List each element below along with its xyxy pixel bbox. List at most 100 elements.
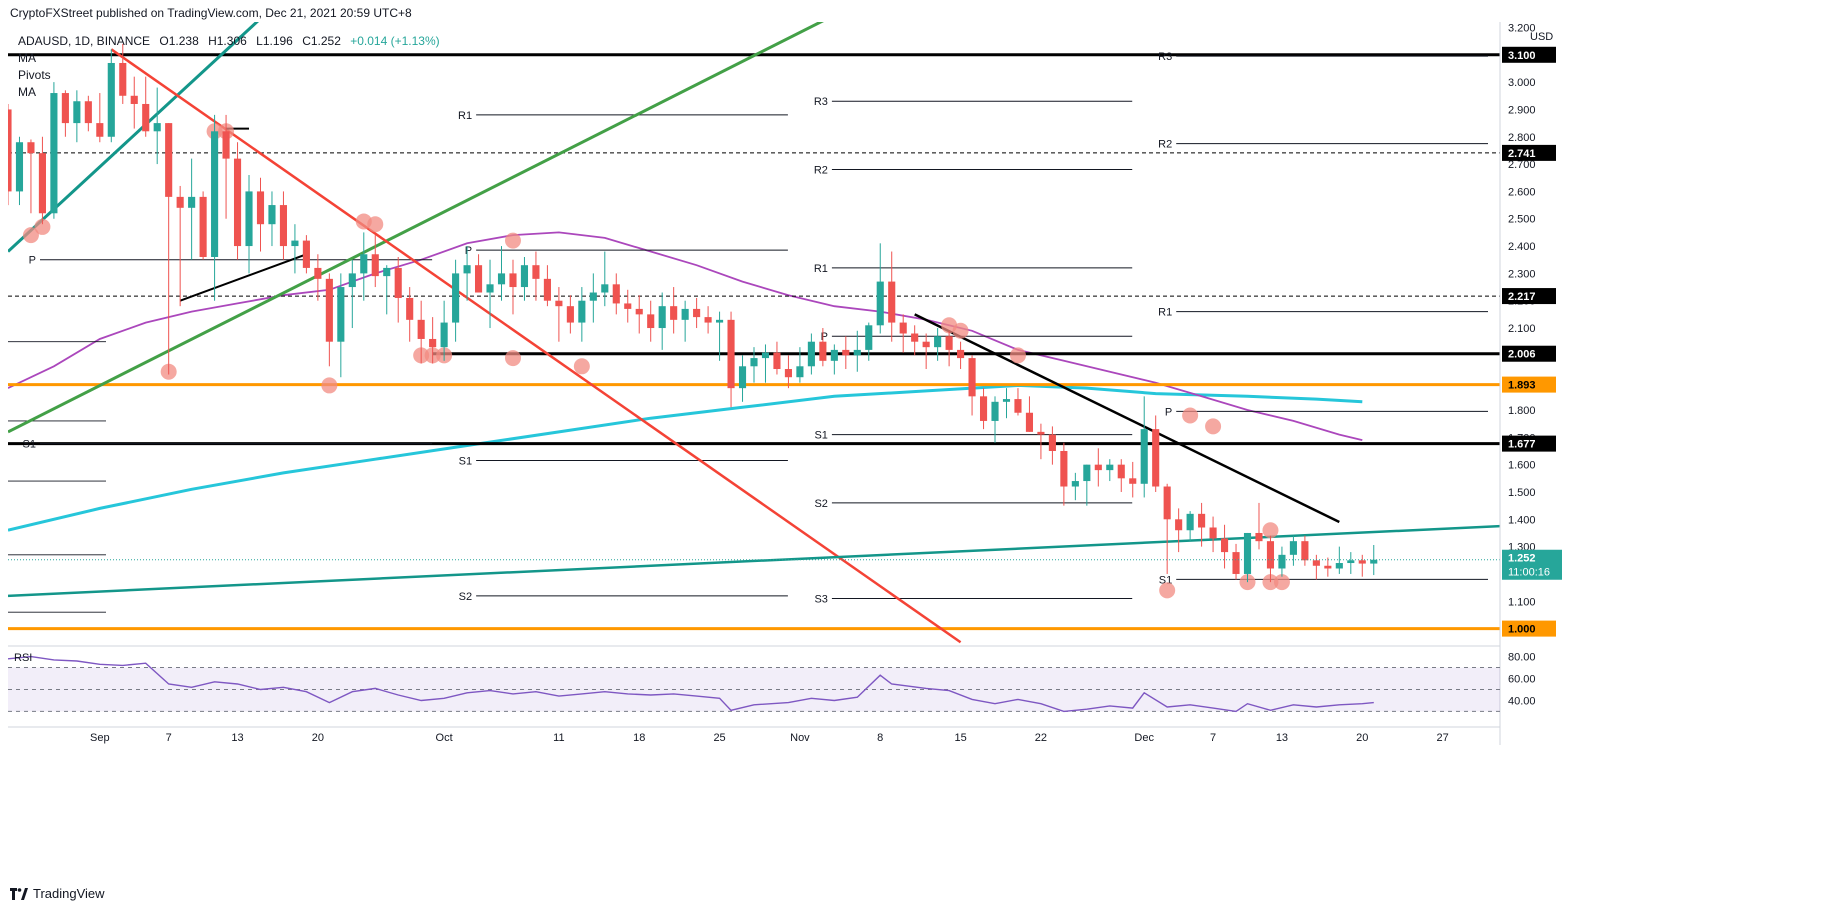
candle bbox=[486, 259, 494, 329]
candle-body bbox=[555, 300, 563, 307]
candle bbox=[337, 273, 345, 378]
candle-body bbox=[188, 196, 196, 208]
price-label-text: 2.217 bbox=[1508, 291, 1536, 303]
pivot-label-R3: R3 bbox=[1158, 51, 1172, 63]
candle-body bbox=[1002, 399, 1011, 402]
candle-body bbox=[1358, 560, 1366, 564]
candle bbox=[727, 311, 735, 408]
symbol-label[interactable]: ADAUSD, 1D, BINANCE bbox=[18, 34, 151, 48]
candle-body bbox=[222, 131, 230, 159]
candle bbox=[1060, 442, 1068, 506]
touch-marker bbox=[1205, 418, 1222, 435]
time-tick-label: 7 bbox=[1210, 732, 1216, 744]
indicator-ma-1[interactable]: MA bbox=[18, 51, 36, 65]
price-label-box bbox=[1502, 435, 1556, 452]
candle-body bbox=[314, 267, 322, 279]
candle-body bbox=[865, 325, 873, 350]
candle-body bbox=[8, 109, 12, 192]
price-tick-label: 1.400 bbox=[1508, 514, 1536, 526]
trendline-4 bbox=[914, 313, 1340, 524]
candle bbox=[865, 322, 873, 361]
candle bbox=[1358, 554, 1366, 577]
pivot-label-R1: R1 bbox=[814, 263, 828, 275]
candle-body bbox=[876, 281, 884, 326]
candle-body bbox=[727, 319, 735, 389]
candle bbox=[635, 295, 643, 334]
candle-body bbox=[291, 240, 299, 247]
candle-body bbox=[842, 349, 850, 356]
candle bbox=[1335, 546, 1343, 574]
candle bbox=[601, 251, 609, 307]
high-value: H1.306 bbox=[208, 34, 247, 48]
candle-body bbox=[337, 287, 345, 342]
candle bbox=[796, 347, 804, 383]
candle-body bbox=[922, 341, 930, 348]
candle bbox=[383, 265, 391, 315]
price-label-box bbox=[1502, 288, 1556, 305]
candle-body bbox=[1198, 513, 1206, 528]
pivot-label-S2: S2 bbox=[459, 591, 472, 603]
candle bbox=[807, 333, 815, 375]
candle-body bbox=[153, 123, 161, 132]
candle bbox=[899, 314, 907, 353]
candle bbox=[612, 273, 620, 315]
current-price-box bbox=[1502, 549, 1562, 580]
close-value: C1.252 bbox=[302, 34, 341, 48]
touch-marker bbox=[1262, 522, 1279, 539]
candle-body bbox=[394, 267, 402, 298]
candle bbox=[50, 82, 58, 219]
candle bbox=[1243, 532, 1252, 583]
touch-marker bbox=[1273, 574, 1290, 591]
candle-body bbox=[1140, 429, 1148, 484]
indicator-pivots[interactable]: Pivots bbox=[18, 68, 51, 82]
candle bbox=[1209, 516, 1217, 553]
trendline-5 bbox=[179, 253, 307, 302]
candle bbox=[119, 43, 127, 104]
candle-body bbox=[61, 93, 69, 124]
candle-body bbox=[979, 396, 988, 421]
candle-body bbox=[716, 319, 724, 323]
price-label-box bbox=[1502, 46, 1556, 63]
candle bbox=[245, 175, 253, 274]
tradingview-brand[interactable]: TradingView bbox=[10, 886, 105, 901]
touch-marker bbox=[504, 232, 521, 249]
price-tick-label: 3.000 bbox=[1508, 77, 1536, 89]
candle-body bbox=[142, 103, 150, 132]
candle-body bbox=[624, 303, 632, 309]
candle bbox=[750, 347, 758, 383]
candle bbox=[968, 355, 976, 416]
price-label-text: 1.000 bbox=[1508, 624, 1536, 636]
candle-body bbox=[50, 93, 58, 214]
candle bbox=[520, 256, 529, 301]
candle-body bbox=[429, 338, 437, 348]
candle-body bbox=[888, 281, 896, 323]
candle-body bbox=[1048, 434, 1056, 451]
candle bbox=[1014, 388, 1022, 416]
candle bbox=[1312, 554, 1320, 580]
candle-body bbox=[417, 319, 425, 339]
price-tick-label: 1.800 bbox=[1508, 405, 1536, 417]
pivot-label-P: P bbox=[465, 245, 472, 257]
touch-marker bbox=[1159, 582, 1176, 599]
candle bbox=[360, 232, 368, 301]
candle bbox=[8, 103, 12, 206]
candle bbox=[578, 287, 586, 342]
tradingview-logo-icon bbox=[10, 887, 28, 900]
candle-body bbox=[1094, 464, 1102, 471]
candle bbox=[474, 254, 483, 293]
candle-body bbox=[819, 341, 827, 361]
candle-body bbox=[1163, 486, 1171, 520]
candle-body bbox=[325, 278, 333, 342]
indicator-ma-2[interactable]: MA bbox=[18, 85, 36, 99]
touch-marker bbox=[1009, 347, 1026, 364]
candle-body bbox=[670, 306, 678, 320]
ma-long-line bbox=[8, 383, 1363, 532]
candle bbox=[84, 95, 92, 132]
rsi-tick-label: 80.00 bbox=[1508, 652, 1536, 664]
candle bbox=[256, 177, 265, 252]
candle-body bbox=[658, 306, 666, 329]
candle-body bbox=[176, 196, 184, 208]
chart-legend: ADAUSD, 1D, BINANCE O1.238 H1.306 L1.196… bbox=[18, 33, 440, 101]
